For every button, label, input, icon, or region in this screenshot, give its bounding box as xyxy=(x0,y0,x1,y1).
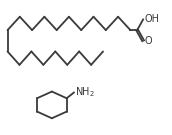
Text: NH$_2$: NH$_2$ xyxy=(75,86,95,99)
Text: O: O xyxy=(144,36,152,46)
Text: OH: OH xyxy=(144,14,159,24)
